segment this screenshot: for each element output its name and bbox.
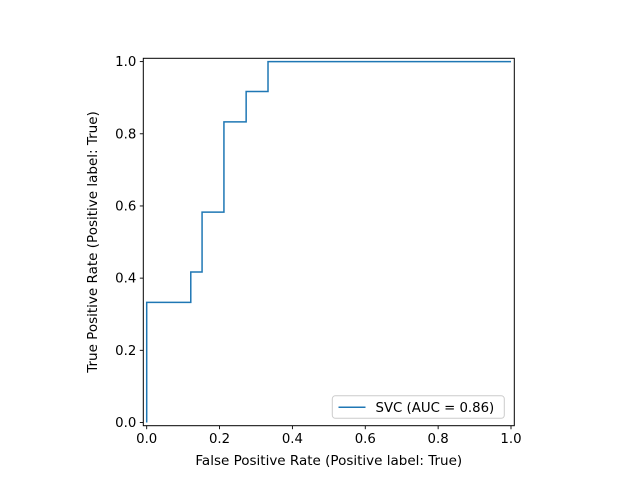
x-tick-label: 0.0 (136, 432, 157, 447)
x-tick-label: 0.8 (428, 432, 449, 447)
legend-frame (331, 395, 505, 419)
x-tick-label: 0.2 (209, 432, 230, 447)
y-tick-label: 0.2 (115, 344, 136, 359)
legend-entry-label: SVC (AUC = 0.86) (376, 401, 495, 416)
y-tick-label: 0.0 (115, 416, 136, 431)
y-axis-label: True Positive Rate (Positive label: True… (85, 111, 101, 374)
y-tick-label: 0.4 (115, 272, 136, 287)
x-axis-ticks: 0.0 0.2 0.4 0.6 0.8 1.0 (136, 425, 522, 447)
y-axis-ticks: 0.0 0.2 0.4 0.6 0.8 1.0 (115, 55, 144, 431)
y-tick-label: 0.6 (115, 200, 136, 215)
x-axis-label: False Positive Rate (Positive label: Tru… (195, 453, 462, 469)
x-tick-label: 0.4 (282, 432, 303, 447)
y-tick-label: 0.8 (115, 127, 136, 142)
x-tick-label: 1.0 (500, 432, 521, 447)
y-tick-label: 1.0 (115, 55, 136, 70)
x-tick-label: 0.6 (355, 432, 376, 447)
legend: SVC (AUC = 0.86) (331, 395, 505, 419)
plot-area-frame (142, 57, 515, 427)
roc-curve-line (145, 60, 511, 423)
